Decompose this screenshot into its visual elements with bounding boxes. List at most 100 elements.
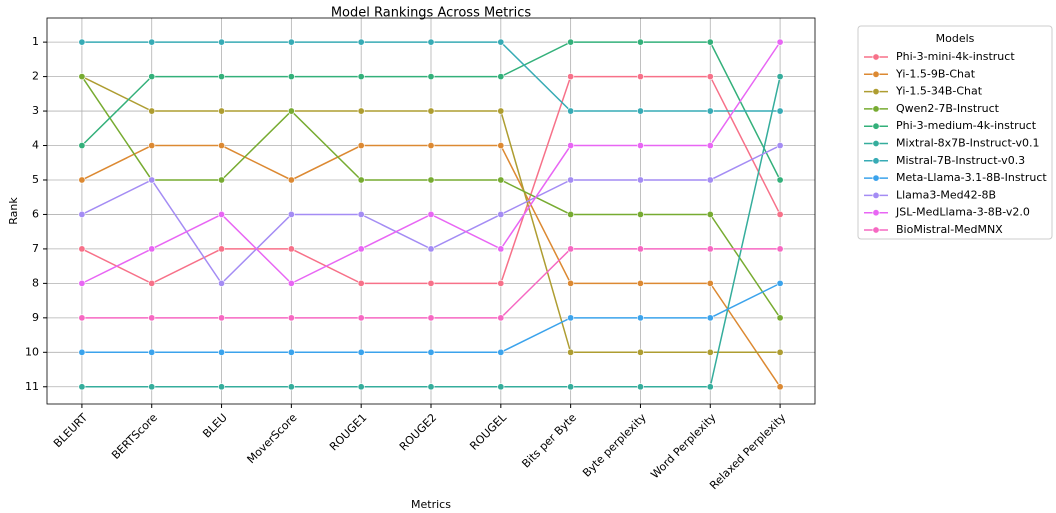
y-tick-label: 10: [25, 345, 39, 358]
point: [427, 279, 435, 287]
point: [148, 314, 156, 322]
point: [357, 314, 365, 322]
point: [148, 279, 156, 287]
point: [706, 38, 714, 46]
legend-marker: [872, 88, 880, 96]
point: [148, 176, 156, 184]
point: [218, 73, 226, 81]
point: [287, 314, 295, 322]
x-tick-label: BLEU: [200, 411, 229, 440]
point: [148, 38, 156, 46]
y-tick-label: 6: [32, 207, 39, 220]
point: [218, 279, 226, 287]
y-tick-label: 1: [32, 35, 39, 48]
x-axis-title: Metrics: [411, 498, 451, 511]
legend-marker: [872, 105, 880, 113]
point: [567, 176, 575, 184]
point: [497, 38, 505, 46]
point: [357, 73, 365, 81]
point: [776, 348, 784, 356]
point: [148, 348, 156, 356]
point: [218, 210, 226, 218]
legend-marker: [872, 174, 880, 182]
point: [776, 279, 784, 287]
legend-marker: [872, 122, 880, 130]
chart-title: Model Rankings Across Metrics: [331, 6, 532, 21]
point: [78, 210, 86, 218]
point: [636, 348, 644, 356]
legend-marker: [872, 157, 880, 165]
point: [287, 38, 295, 46]
x-tick-label: ROUGE2: [397, 411, 439, 453]
legend-label: BioMistral-MedMNX: [896, 223, 1003, 236]
point: [427, 314, 435, 322]
point: [78, 245, 86, 253]
point: [636, 142, 644, 150]
point: [427, 107, 435, 115]
point: [706, 176, 714, 184]
point: [427, 245, 435, 253]
legend-label: Qwen2-7B-Instruct: [896, 102, 1000, 115]
point: [706, 245, 714, 253]
point: [567, 73, 575, 81]
point: [287, 245, 295, 253]
point: [636, 176, 644, 184]
point: [636, 210, 644, 218]
legend-label: Llama3-Med42-8B: [896, 188, 996, 201]
x-tick-label: ROUGE1: [327, 411, 369, 453]
legend-marker: [872, 209, 880, 217]
point: [78, 38, 86, 46]
y-tick-label: 3: [32, 104, 39, 117]
point: [78, 279, 86, 287]
point: [636, 245, 644, 253]
point: [287, 210, 295, 218]
y-tick-label: 8: [32, 276, 39, 289]
point: [78, 314, 86, 322]
point: [427, 383, 435, 391]
y-tick-label: 7: [32, 242, 39, 255]
point: [287, 348, 295, 356]
legend-label: Mixtral-8x7B-Instruct-v0.1: [896, 137, 1039, 150]
point: [148, 73, 156, 81]
point: [427, 176, 435, 184]
point: [357, 142, 365, 150]
legend-label: Phi-3-mini-4k-instruct: [896, 50, 1015, 63]
legend-marker: [872, 70, 880, 78]
point: [776, 38, 784, 46]
point: [706, 279, 714, 287]
point: [497, 142, 505, 150]
y-tick-label: 2: [32, 70, 39, 83]
point: [636, 38, 644, 46]
point: [497, 176, 505, 184]
point: [148, 142, 156, 150]
point: [567, 245, 575, 253]
point: [497, 279, 505, 287]
point: [567, 142, 575, 150]
point: [78, 176, 86, 184]
point: [567, 279, 575, 287]
point: [218, 348, 226, 356]
legend-label: JSL-MedLlama-3-8B-v2.0: [895, 206, 1030, 219]
legend-marker: [872, 226, 880, 234]
point: [776, 142, 784, 150]
point: [706, 210, 714, 218]
point: [218, 107, 226, 115]
legend-marker: [872, 140, 880, 148]
point: [497, 348, 505, 356]
point: [148, 107, 156, 115]
point: [706, 73, 714, 81]
x-tick-label: ROUGEL: [467, 410, 509, 452]
point: [218, 314, 226, 322]
point: [497, 383, 505, 391]
point: [218, 142, 226, 150]
x-tick-label: BLEURT: [51, 411, 90, 450]
point: [218, 38, 226, 46]
point: [357, 245, 365, 253]
point: [706, 107, 714, 115]
point: [567, 348, 575, 356]
point: [427, 348, 435, 356]
legend-label: Meta-Llama-3.1-8B-Instruct: [896, 171, 1047, 184]
x-tick-label: MoverScore: [245, 411, 300, 466]
point: [636, 107, 644, 115]
